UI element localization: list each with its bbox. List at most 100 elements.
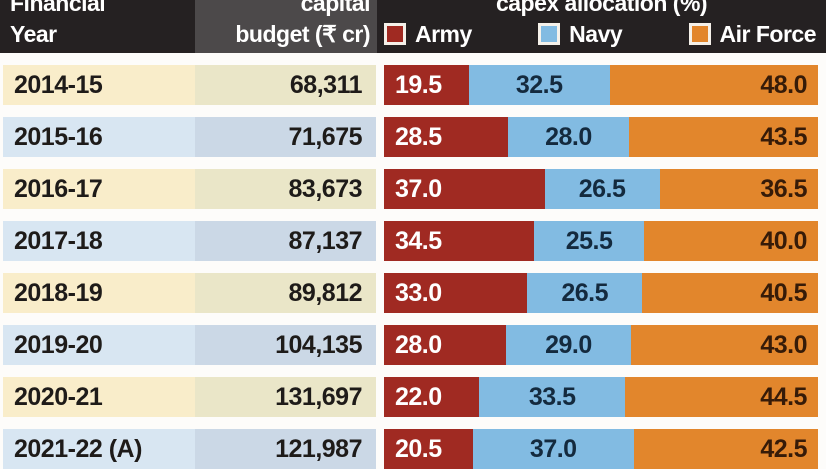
air-force-segment: 44.5 <box>624 377 818 417</box>
header-financial-year-line2: Year <box>10 21 57 47</box>
air-force-segment: 43.0 <box>631 325 818 365</box>
capex-bar: 22.0 33.5 44.5 <box>384 377 818 417</box>
air-force-value: 48.0 <box>760 70 807 99</box>
air-force-value: 44.5 <box>760 382 807 411</box>
budget-cell: 89,812 <box>195 273 376 313</box>
capex-bar: 33.0 26.5 40.5 <box>384 273 818 313</box>
year-cell: 2014-15 <box>3 65 195 105</box>
legend-label-air-force: Air Force <box>719 21 817 47</box>
navy-segment: 26.5 <box>544 169 660 209</box>
year-cell: 2015-16 <box>3 117 195 157</box>
army-value: 19.5 <box>395 70 442 99</box>
army-segment: 28.0 <box>384 325 506 365</box>
budget-cell: 87,137 <box>195 221 376 261</box>
year-cell: 2019-20 <box>3 325 195 365</box>
air-force-segment: 40.5 <box>642 273 818 313</box>
air-force-value: 43.5 <box>760 122 807 151</box>
air-force-swatch-icon <box>688 23 711 45</box>
header-capital-budget-line1: capital <box>300 0 371 16</box>
air-force-segment: 36.5 <box>659 169 818 209</box>
navy-segment: 25.5 <box>533 221 645 261</box>
navy-segment: 28.0 <box>507 117 630 157</box>
budget-cell: 131,697 <box>195 377 376 417</box>
navy-value: 32.5 <box>515 70 563 99</box>
capex-bar: 28.5 28.0 43.5 <box>384 117 818 157</box>
army-value: 28.5 <box>395 122 442 151</box>
table-header: Financial Year capital budget (₹ cr) cap… <box>0 0 826 53</box>
capex-bar: 19.5 32.5 48.0 <box>384 65 818 105</box>
air-force-segment: 42.5 <box>633 429 818 469</box>
year-cell: 2021-22 (A) <box>3 429 195 469</box>
header-financial-year: Financial Year <box>0 0 195 53</box>
table-row: 2014-15 68,311 19.5 32.5 48.0 <box>3 65 818 105</box>
army-segment: 37.0 <box>384 169 545 209</box>
table-row: 2018-19 89,812 33.0 26.5 40.5 <box>3 273 818 313</box>
capex-bar: 20.5 37.0 42.5 <box>384 429 818 469</box>
army-segment: 33.0 <box>384 273 528 313</box>
table-row: 2016-17 83,673 37.0 26.5 36.5 <box>3 169 818 209</box>
navy-segment: 26.5 <box>527 273 643 313</box>
navy-segment: 33.5 <box>479 377 625 417</box>
legend-item-navy: Navy <box>538 19 623 49</box>
army-value: 33.0 <box>395 278 442 307</box>
capex-allocation-title: capex allocation (%) <box>495 0 708 16</box>
navy-value: 33.5 <box>528 382 576 411</box>
legend-label-navy: Navy <box>569 21 623 47</box>
army-value: 20.5 <box>395 434 442 463</box>
navy-segment: 37.0 <box>472 429 634 469</box>
navy-segment: 32.5 <box>468 65 610 105</box>
army-segment: 22.0 <box>384 377 480 417</box>
capex-bar: 37.0 26.5 36.5 <box>384 169 818 209</box>
budget-cell: 104,135 <box>195 325 376 365</box>
navy-segment: 29.0 <box>505 325 632 365</box>
budget-cell: 71,675 <box>195 117 376 157</box>
legend: Army Navy Air Force <box>377 19 826 49</box>
navy-swatch-icon <box>538 23 561 45</box>
header-capex-allocation: capex allocation (%) Army Navy Air Force <box>377 0 826 53</box>
army-value: 37.0 <box>395 174 442 203</box>
navy-value: 26.5 <box>561 278 609 307</box>
year-cell: 2020-21 <box>3 377 195 417</box>
table-row: 2015-16 71,675 28.5 28.0 43.5 <box>3 117 818 157</box>
army-swatch-icon <box>384 23 406 45</box>
air-force-value: 43.0 <box>760 330 807 359</box>
capex-bar: 34.5 25.5 40.0 <box>384 221 818 261</box>
year-cell: 2017-18 <box>3 221 195 261</box>
air-force-segment: 43.5 <box>629 117 818 157</box>
table-row: 2021-22 (A) 121,987 20.5 37.0 42.5 <box>3 429 818 469</box>
army-segment: 28.5 <box>384 117 508 157</box>
navy-value: 25.5 <box>565 226 613 255</box>
header-capital-budget: capital budget (₹ cr) <box>195 0 377 53</box>
army-value: 22.0 <box>395 382 442 411</box>
army-value: 34.5 <box>395 226 442 255</box>
army-value: 28.0 <box>395 330 442 359</box>
table-body: 2014-15 68,311 19.5 32.5 48.0 2015-16 71… <box>0 65 826 469</box>
legend-item-army: Army <box>384 19 472 49</box>
legend-item-air-force: Air Force <box>688 19 817 49</box>
army-segment: 34.5 <box>384 221 534 261</box>
army-segment: 19.5 <box>384 65 469 105</box>
army-segment: 20.5 <box>384 429 473 469</box>
navy-value: 26.5 <box>578 174 626 203</box>
air-force-value: 40.0 <box>760 226 807 255</box>
air-force-value: 36.5 <box>760 174 807 203</box>
header-capital-budget-line2: budget (₹ cr) <box>235 21 370 47</box>
table-row: 2020-21 131,697 22.0 33.5 44.5 <box>3 377 818 417</box>
air-force-value: 40.5 <box>760 278 807 307</box>
navy-value: 37.0 <box>529 434 577 463</box>
budget-cell: 83,673 <box>195 169 376 209</box>
header-financial-year-line1: Financial <box>10 0 106 16</box>
air-force-value: 42.5 <box>760 434 807 463</box>
table-row: 2019-20 104,135 28.0 29.0 43.0 <box>3 325 818 365</box>
table-row: 2017-18 87,137 34.5 25.5 40.0 <box>3 221 818 261</box>
capex-bar: 28.0 29.0 43.0 <box>384 325 818 365</box>
year-cell: 2018-19 <box>3 273 195 313</box>
air-force-segment: 48.0 <box>609 65 818 105</box>
budget-cell: 121,987 <box>195 429 376 469</box>
budget-cell: 68,311 <box>195 65 376 105</box>
navy-value: 28.0 <box>545 122 592 151</box>
legend-label-army: Army <box>415 21 472 47</box>
year-cell: 2016-17 <box>3 169 195 209</box>
navy-value: 29.0 <box>545 330 592 359</box>
